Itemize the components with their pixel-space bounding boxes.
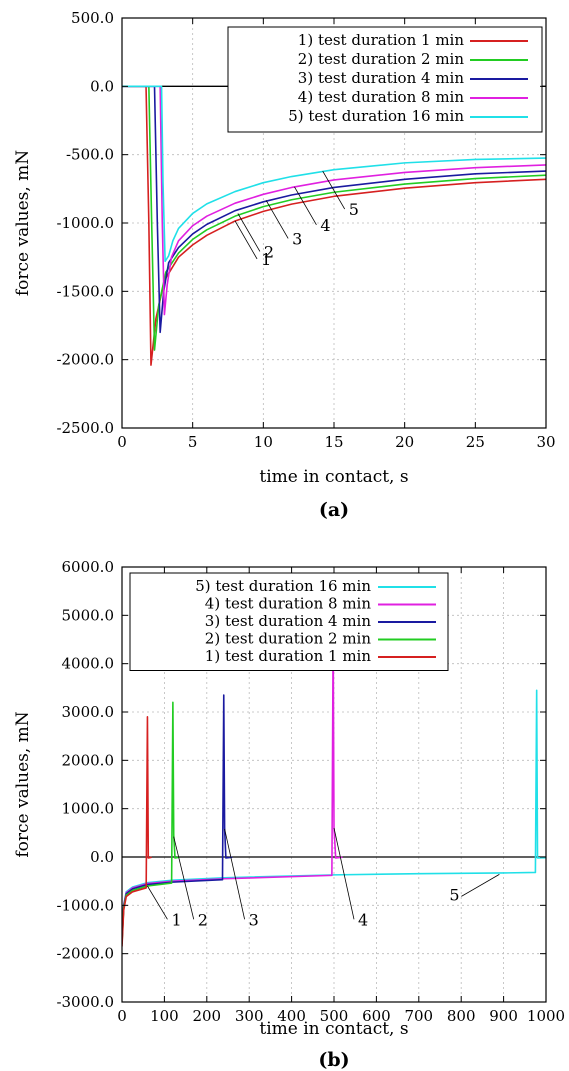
- y-tick-label: -1000.0: [56, 214, 114, 232]
- callout-line: [333, 827, 355, 920]
- series-line-4: [122, 85, 546, 316]
- y-tick-label: -1500.0: [56, 282, 114, 300]
- callout-label: 5: [349, 200, 359, 219]
- series-line-4: [122, 633, 343, 940]
- x-tick-label: 1000: [527, 1007, 565, 1025]
- y-tick-label: -2000.0: [56, 945, 114, 963]
- x-tick-label: 600: [362, 1007, 391, 1025]
- legend-label: 3) test duration 4 min: [205, 612, 372, 630]
- x-tick-label: 0: [117, 433, 127, 451]
- callout-label: 5: [449, 885, 459, 904]
- x-tick-label: 30: [536, 433, 555, 451]
- y-tick-label: 0.0: [90, 77, 114, 95]
- callout-line: [322, 170, 346, 210]
- legend-label: 2) test duration 2 min: [298, 50, 465, 68]
- panel-caption-a: (a): [319, 499, 349, 521]
- x-tick-label: 200: [192, 1007, 221, 1025]
- series-line-2: [122, 701, 180, 945]
- callout-line: [237, 213, 261, 252]
- callout-line: [224, 828, 245, 920]
- callout-label: 2: [198, 910, 208, 929]
- legend-label: 3) test duration 4 min: [298, 69, 465, 87]
- y-tick-label: 500.0: [71, 9, 114, 27]
- x-tick-label: 100: [150, 1007, 179, 1025]
- x-tick-label: 15: [324, 433, 343, 451]
- series-line-3: [122, 85, 546, 334]
- x-tick-label: 5: [188, 433, 198, 451]
- y-tick-label: 4000.0: [62, 655, 115, 673]
- x-axis-label-a: time in contact, s: [259, 467, 408, 487]
- legend-label: 5) test duration 16 min: [195, 577, 371, 595]
- x-tick-label: 400: [277, 1007, 306, 1025]
- callout-line: [461, 874, 500, 897]
- series-line-1: [122, 716, 152, 947]
- callout-label: 2: [264, 242, 274, 261]
- y-tick-label: 2000.0: [62, 751, 115, 769]
- callout-line: [147, 885, 168, 920]
- series-line-2: [122, 85, 546, 351]
- legend-label: 1) test duration 1 min: [205, 647, 372, 665]
- series-line-3: [122, 694, 233, 942]
- x-tick-label: 500: [320, 1007, 349, 1025]
- y-tick-label: -500.0: [66, 146, 114, 164]
- y-tick-label: 0.0: [90, 848, 114, 866]
- x-tick-label: 25: [466, 433, 485, 451]
- x-tick-label: 20: [395, 433, 414, 451]
- x-tick-label: 10: [254, 433, 273, 451]
- callout-label: 4: [358, 910, 368, 929]
- x-tick-label: 900: [489, 1007, 518, 1025]
- callout-label: 3: [292, 229, 302, 248]
- y-tick-label: -2500.0: [56, 419, 114, 437]
- legend-label: 4) test duration 8 min: [298, 88, 465, 106]
- y-tick-label: 5000.0: [62, 606, 115, 624]
- legend-label: 4) test duration 8 min: [205, 595, 372, 613]
- y-tick-label: 1000.0: [62, 800, 115, 818]
- callout-line: [265, 200, 289, 239]
- y-axis-label-b: force values, mN: [13, 711, 33, 857]
- x-tick-label: 800: [447, 1007, 476, 1025]
- y-tick-label: -2000.0: [56, 351, 114, 369]
- x-tick-label: 300: [235, 1007, 264, 1025]
- legend-label: 2) test duration 2 min: [205, 630, 372, 648]
- callout-line: [234, 220, 258, 260]
- x-axis-label-b: time in contact, s: [259, 1019, 408, 1039]
- callout-label: 1: [171, 910, 181, 929]
- y-axis-label-a: force values, mN: [13, 150, 33, 296]
- callout-line: [173, 836, 195, 920]
- y-tick-label: 3000.0: [62, 703, 115, 721]
- series-line-5: [122, 85, 546, 263]
- legend-label: 5) test duration 16 min: [288, 107, 464, 125]
- series-line-1: [122, 85, 546, 366]
- y-tick-label: -3000.0: [56, 993, 114, 1011]
- callout-label: 4: [320, 216, 330, 235]
- panel-caption-b: (b): [318, 1049, 349, 1071]
- callout-label: 1: [261, 250, 271, 269]
- callout-line: [294, 186, 317, 225]
- callout-label: 3: [249, 910, 259, 929]
- x-tick-label: 700: [404, 1007, 433, 1025]
- y-tick-label: -1000.0: [56, 896, 114, 914]
- x-tick-label: 0: [117, 1007, 127, 1025]
- y-tick-label: 6000.0: [62, 558, 115, 576]
- legend-label: 1) test duration 1 min: [298, 31, 465, 49]
